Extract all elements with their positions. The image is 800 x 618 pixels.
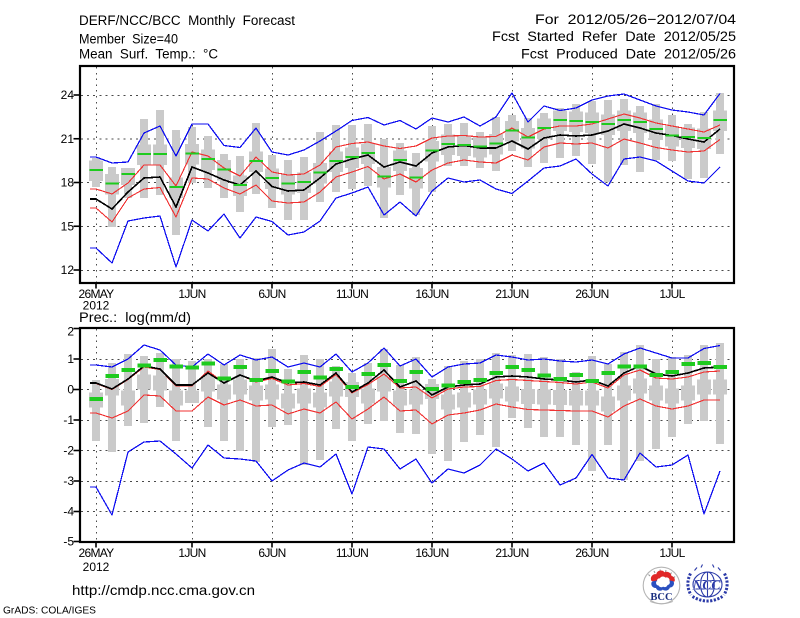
svg-text:16JUN: 16JUN (415, 546, 448, 560)
svg-text:26JUN: 26JUN (575, 287, 608, 301)
svg-text:6JUN: 6JUN (258, 546, 285, 560)
svg-text:Prec.: log(mm/d): Prec.: log(mm/d) (79, 310, 191, 326)
svg-text:15: 15 (61, 219, 75, 233)
svg-text:BCC: BCC (650, 592, 672, 603)
svg-text:21: 21 (61, 132, 75, 146)
svg-text:24: 24 (61, 88, 75, 102)
svg-text:-4: -4 (63, 505, 74, 519)
svg-text:2: 2 (67, 325, 74, 339)
svg-text:http://cmdp.ncc.cma.gov.cn: http://cmdp.ncc.cma.gov.cn (72, 582, 255, 598)
svg-text:1JUL: 1JUL (659, 287, 685, 301)
svg-text:Fcst Produced Date 2012/05/: Fcst Produced Date 2012/05/26 (521, 47, 736, 63)
svg-text:NCC: NCC (692, 578, 722, 593)
svg-text:11JUN: 11JUN (336, 546, 368, 560)
svg-text:1: 1 (67, 352, 74, 366)
svg-text:21JUN: 21JUN (495, 287, 528, 301)
svg-text:12: 12 (61, 263, 75, 277)
svg-text:-3: -3 (63, 474, 74, 488)
svg-text:16JUN: 16JUN (415, 287, 448, 301)
svg-text:-1: -1 (63, 413, 74, 427)
svg-text:For 2012/05/26−2012/07/04: For 2012/05/26−2012/07/04 (535, 12, 736, 28)
svg-text:6JUN: 6JUN (258, 287, 285, 301)
svg-text:1JUN: 1JUN (178, 287, 205, 301)
svg-text:GrADS: COLA/IGES: GrADS: COLA/IGES (3, 606, 96, 617)
svg-text:2012: 2012 (83, 299, 110, 313)
svg-text:26MAY: 26MAY (79, 287, 115, 301)
svg-text:0: 0 (67, 383, 74, 397)
svg-text:18: 18 (61, 176, 75, 190)
svg-text:-2: -2 (63, 444, 74, 458)
svg-text:11JUN: 11JUN (336, 287, 368, 301)
svg-text:Mean Surf. Temp.: °C: Mean Surf. Temp.: °C (79, 47, 218, 63)
svg-text:Member Size=40: Member Size=40 (79, 32, 178, 48)
svg-text:Fcst Started Refer Date 20: Fcst Started Refer Date 2012/05/25 (492, 29, 736, 45)
svg-text:1JUN: 1JUN (178, 546, 205, 560)
svg-text:26MAY: 26MAY (79, 546, 115, 560)
svg-text:-5: -5 (63, 535, 74, 549)
svg-text:1JUL: 1JUL (659, 546, 685, 560)
svg-text:DERF/NCC/BCC Monthly Forecas: DERF/NCC/BCC Monthly Forecast (79, 13, 295, 29)
svg-text:2012: 2012 (83, 560, 110, 574)
svg-text:21JUN: 21JUN (495, 546, 528, 560)
svg-text:26JUN: 26JUN (575, 546, 608, 560)
